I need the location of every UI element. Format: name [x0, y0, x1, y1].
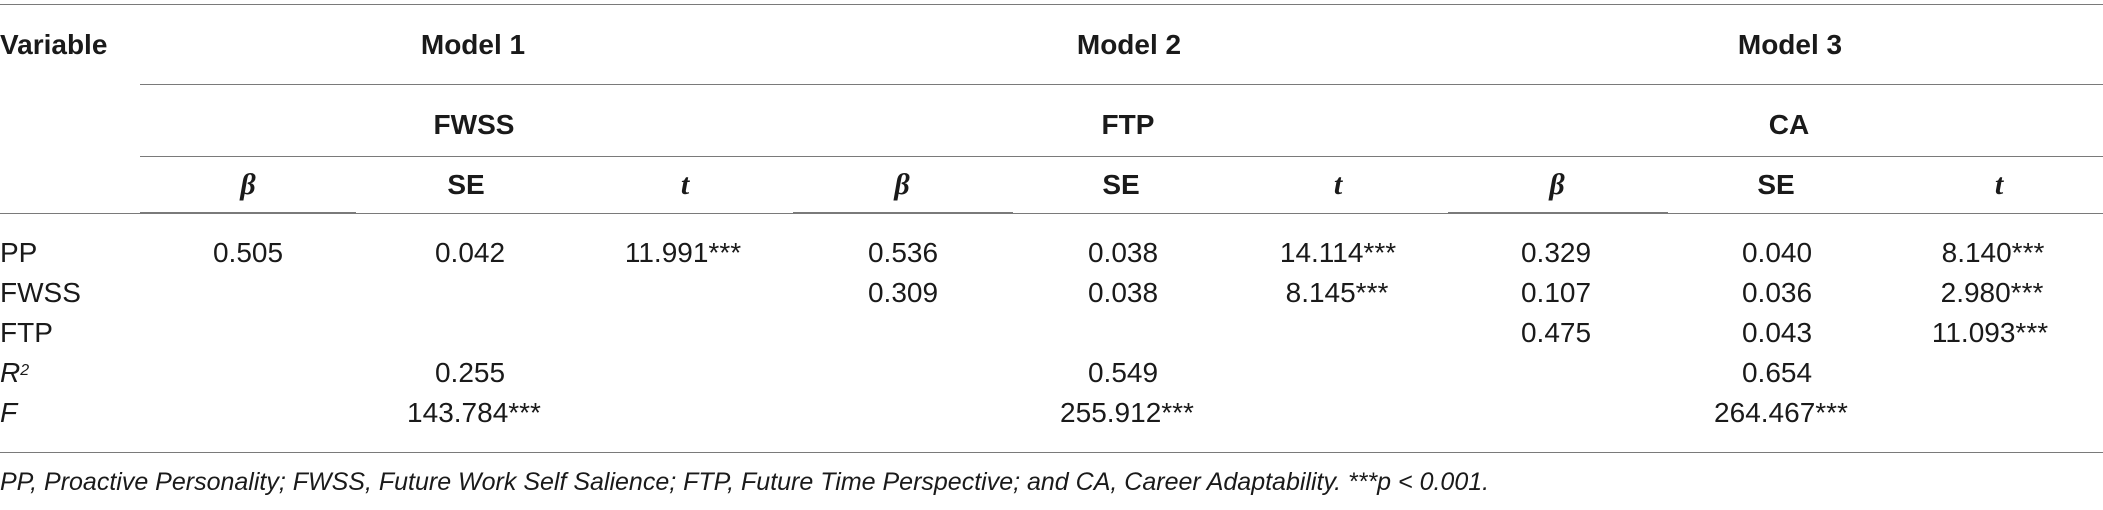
model-2-beta-header: β [894, 168, 910, 201]
cell: 0.549 [1087, 357, 1159, 388]
table-bottom-rule [0, 452, 2103, 453]
model-3-beta-header: β [1549, 168, 1565, 201]
header-bottom-rule [0, 213, 2103, 214]
row-label-ftp: FTP [0, 317, 53, 348]
cell: 0.309 [867, 277, 939, 308]
model-2-outcome: FTP [1101, 109, 1155, 140]
cell: 14.114*** [1279, 237, 1397, 268]
cell: 0.036 [1741, 277, 1813, 308]
cell: 11.991*** [624, 237, 742, 268]
model-1-beta-header: β [240, 168, 256, 201]
row-label-fwss: FWSS [0, 277, 81, 308]
cell: 0.038 [1087, 277, 1159, 308]
row-label-pp: PP [0, 237, 38, 268]
r-squared-superscript: 2 [20, 362, 30, 379]
model-3-t-header: t [1994, 168, 2004, 201]
model-2-se-header: SE [1102, 169, 1140, 200]
cell: 0.040 [1741, 237, 1813, 268]
stat-rule-model1-beta [140, 212, 356, 213]
row-label-f: F [0, 397, 18, 428]
stat-rule-model2-beta [793, 212, 1013, 213]
row-label-r-squared: R2 [0, 356, 29, 390]
cell: 0.475 [1520, 317, 1592, 348]
model-3-header: Model 3 [1737, 29, 1843, 60]
model-1-header: Model 1 [420, 29, 526, 60]
cell: 0.654 [1741, 357, 1813, 388]
cell: 143.784*** [407, 397, 541, 428]
model-1-se-header: SE [447, 169, 485, 200]
cell: 8.140*** [1941, 237, 2045, 268]
cell: 264.467*** [1714, 397, 1848, 428]
table-footnote: PP, Proactive Personality; FWSS, Future … [0, 468, 1490, 496]
table-top-rule [0, 4, 2103, 5]
cell: 0.107 [1520, 277, 1592, 308]
model-2-t-header: t [1333, 168, 1343, 201]
cell: 0.043 [1741, 317, 1813, 348]
model-3-se-header: SE [1757, 169, 1795, 200]
stat-rule-model3-beta [1448, 212, 1668, 213]
variable-header: Variable [0, 29, 108, 60]
cell: 0.042 [434, 237, 506, 268]
r-squared-letter: R [0, 357, 21, 388]
model-header-rule [140, 84, 2103, 85]
cell: 0.329 [1520, 237, 1592, 268]
model-1-t-header: t [680, 168, 690, 201]
cell: 11.093*** [1931, 317, 2049, 348]
model-3-outcome: CA [1768, 109, 1810, 140]
cell: 0.536 [867, 237, 939, 268]
cell: 0.038 [1087, 237, 1159, 268]
cell: 255.912*** [1060, 397, 1194, 428]
cell: 2.980*** [1940, 277, 2044, 308]
cell: 0.255 [434, 357, 506, 388]
model-1-outcome: FWSS [433, 109, 515, 140]
cell: 8.145*** [1285, 277, 1389, 308]
outcome-header-rule [140, 156, 2103, 157]
model-2-header: Model 2 [1076, 29, 1182, 60]
cell: 0.505 [212, 237, 284, 268]
